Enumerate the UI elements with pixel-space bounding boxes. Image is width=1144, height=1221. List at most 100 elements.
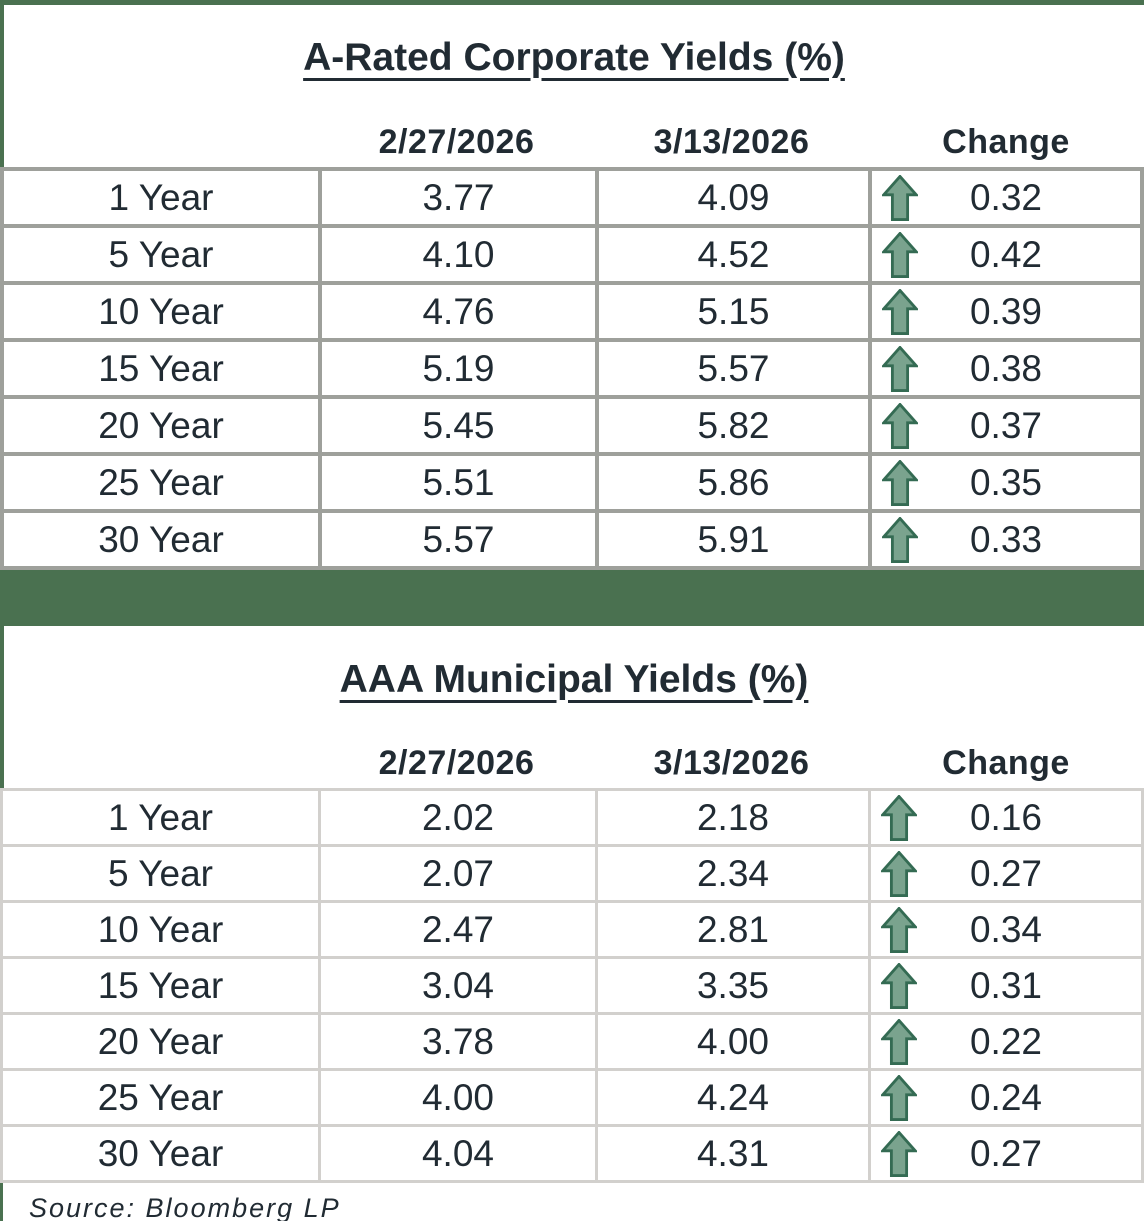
prev-yield-value: 5.51: [318, 452, 599, 513]
source-note: Source: Bloomberg LP: [0, 1183, 1144, 1221]
corporate-title-area: A-Rated Corporate Yields (%): [0, 5, 1144, 110]
maturity-label: 20 Year: [0, 1012, 321, 1071]
change-value: 0.38: [969, 347, 1042, 389]
curr-yield-value: 5.86: [595, 452, 872, 513]
change-cell: 0.24: [868, 1068, 1144, 1127]
curr-yield-value: 4.31: [595, 1124, 871, 1183]
curr-yield-value: 4.09: [595, 167, 872, 228]
change-cell: 0.35: [868, 452, 1144, 513]
up-arrow-icon: [881, 850, 917, 897]
up-arrow-icon: [881, 1018, 917, 1065]
change-cell: 0.33: [868, 509, 1144, 570]
municipal-yields-section: AAA Municipal Yields (%) 2/27/2026 3/13/…: [0, 626, 1144, 1183]
prev-yield-value: 4.04: [318, 1124, 598, 1183]
up-arrow-icon: [882, 402, 918, 449]
corporate-column-headers: 2/27/2026 3/13/2026 Change: [0, 110, 1144, 167]
table-row: 20 Year 3.78 4.00 0.22: [0, 1012, 1144, 1071]
change-cell: 0.34: [868, 900, 1144, 959]
change-value: 0.39: [969, 290, 1042, 332]
maturity-label: 20 Year: [0, 395, 322, 456]
prev-yield-value: 5.57: [318, 509, 599, 570]
table-row: 5 Year 2.07 2.34 0.27: [0, 844, 1144, 903]
change-cell: 0.37: [868, 395, 1144, 456]
change-cell: 0.27: [868, 1124, 1144, 1183]
change-cell: 0.27: [868, 844, 1144, 903]
curr-yield-value: 5.91: [595, 509, 872, 570]
header-prev-date: 2/27/2026: [378, 123, 535, 161]
header-change: Change: [942, 123, 1070, 161]
table-row: 30 Year 5.57 5.91 0.33: [0, 509, 1144, 570]
prev-yield-value: 2.47: [318, 900, 598, 959]
table-row: 25 Year 5.51 5.86 0.35: [0, 452, 1144, 513]
section-divider-bar: [0, 570, 1144, 626]
change-value: 0.37: [969, 404, 1042, 446]
table-row: 25 Year 4.00 4.24 0.24: [0, 1068, 1144, 1127]
change-value: 0.33: [969, 518, 1042, 560]
change-cell: 0.22: [868, 1012, 1144, 1071]
up-arrow-icon: [882, 231, 918, 278]
curr-yield-value: 5.57: [595, 338, 872, 399]
header-curr-date: 3/13/2026: [653, 123, 810, 161]
maturity-label: 15 Year: [0, 956, 321, 1015]
prev-yield-value: 2.07: [318, 844, 598, 903]
up-arrow-icon: [882, 516, 918, 563]
change-cell: 0.42: [868, 224, 1144, 285]
change-value: 0.22: [969, 1020, 1042, 1062]
change-value: 0.24: [969, 1076, 1042, 1118]
change-value: 0.27: [969, 1132, 1042, 1174]
table-row: 15 Year 3.04 3.35 0.31: [0, 956, 1144, 1015]
up-arrow-icon: [881, 1130, 917, 1177]
maturity-label: 1 Year: [0, 788, 321, 847]
up-arrow-icon: [882, 345, 918, 392]
maturity-label: 5 Year: [0, 224, 322, 285]
prev-yield-value: 3.04: [318, 956, 598, 1015]
prev-yield-value: 3.78: [318, 1012, 598, 1071]
table-title: AAA Municipal Yields (%): [339, 657, 809, 701]
curr-yield-value: 5.15: [595, 281, 872, 342]
table-row: 15 Year 5.19 5.57 0.38: [0, 338, 1144, 399]
prev-yield-value: 2.02: [318, 788, 598, 847]
prev-yield-value: 4.76: [318, 281, 599, 342]
table-row: 5 Year 4.10 4.52 0.42: [0, 224, 1144, 285]
change-value: 0.16: [969, 796, 1042, 838]
table-row: 1 Year 3.77 4.09 0.32: [0, 167, 1144, 228]
curr-yield-value: 4.00: [595, 1012, 871, 1071]
maturity-label: 5 Year: [0, 844, 321, 903]
header-curr-date: 3/13/2026: [653, 744, 810, 782]
maturity-label: 30 Year: [0, 509, 322, 570]
up-arrow-icon: [881, 962, 917, 1009]
prev-yield-value: 5.19: [318, 338, 599, 399]
change-value: 0.35: [969, 461, 1042, 503]
up-arrow-icon: [882, 459, 918, 506]
change-value: 0.31: [969, 964, 1042, 1006]
curr-yield-value: 3.35: [595, 956, 871, 1015]
maturity-label: 25 Year: [0, 1068, 321, 1127]
curr-yield-value: 2.34: [595, 844, 871, 903]
table-row: 30 Year 4.04 4.31 0.27: [0, 1124, 1144, 1183]
corporate-yields-table: 1 Year 3.77 4.09 0.32 5 Year 4.10 4.52 0…: [0, 167, 1144, 570]
change-cell: 0.31: [868, 956, 1144, 1015]
municipal-column-headers: 2/27/2026 3/13/2026 Change: [0, 733, 1144, 788]
up-arrow-icon: [881, 906, 917, 953]
prev-yield-value: 5.45: [318, 395, 599, 456]
up-arrow-icon: [881, 794, 917, 841]
curr-yield-value: 2.81: [595, 900, 871, 959]
change-value: 0.27: [969, 852, 1042, 894]
change-cell: 0.39: [868, 281, 1144, 342]
prev-yield-value: 4.10: [318, 224, 599, 285]
maturity-label: 10 Year: [0, 900, 321, 959]
municipal-yields-table: 1 Year 2.02 2.18 0.16 5 Year 2.07 2.34 0…: [0, 788, 1144, 1183]
curr-yield-value: 2.18: [595, 788, 871, 847]
maturity-label: 15 Year: [0, 338, 322, 399]
curr-yield-value: 5.82: [595, 395, 872, 456]
header-prev-date: 2/27/2026: [378, 744, 535, 782]
maturity-label: 25 Year: [0, 452, 322, 513]
up-arrow-icon: [882, 288, 918, 335]
corporate-yields-section: A-Rated Corporate Yields (%) 2/27/2026 3…: [0, 5, 1144, 570]
change-cell: 0.16: [868, 788, 1144, 847]
change-value: 0.34: [969, 908, 1042, 950]
change-cell: 0.32: [868, 167, 1144, 228]
up-arrow-icon: [882, 174, 918, 221]
prev-yield-value: 3.77: [318, 167, 599, 228]
